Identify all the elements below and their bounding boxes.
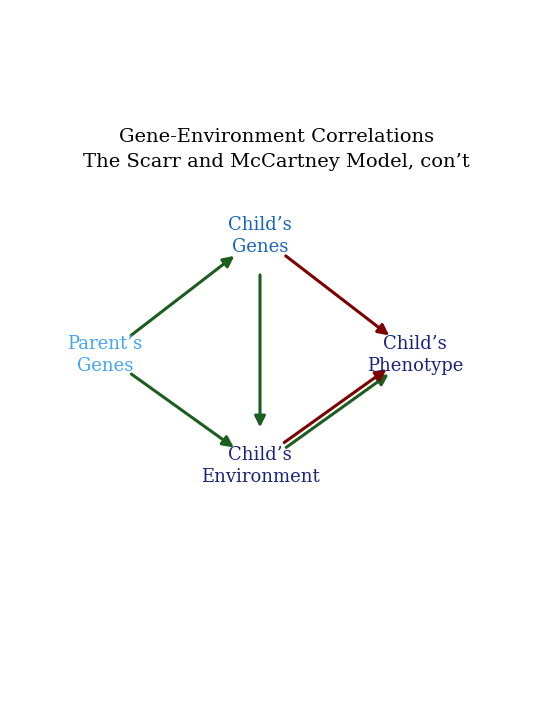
Text: Parent’s
Genes: Parent’s Genes bbox=[68, 336, 143, 375]
Text: Child’s
Phenotype: Child’s Phenotype bbox=[367, 336, 463, 375]
Text: Child’s
Genes: Child’s Genes bbox=[228, 216, 292, 256]
Text: Child’s
Environment: Child’s Environment bbox=[201, 446, 319, 486]
Text: Gene-Environment Correlations
The Scarr and McCartney Model, con’t: Gene-Environment Correlations The Scarr … bbox=[83, 128, 470, 171]
